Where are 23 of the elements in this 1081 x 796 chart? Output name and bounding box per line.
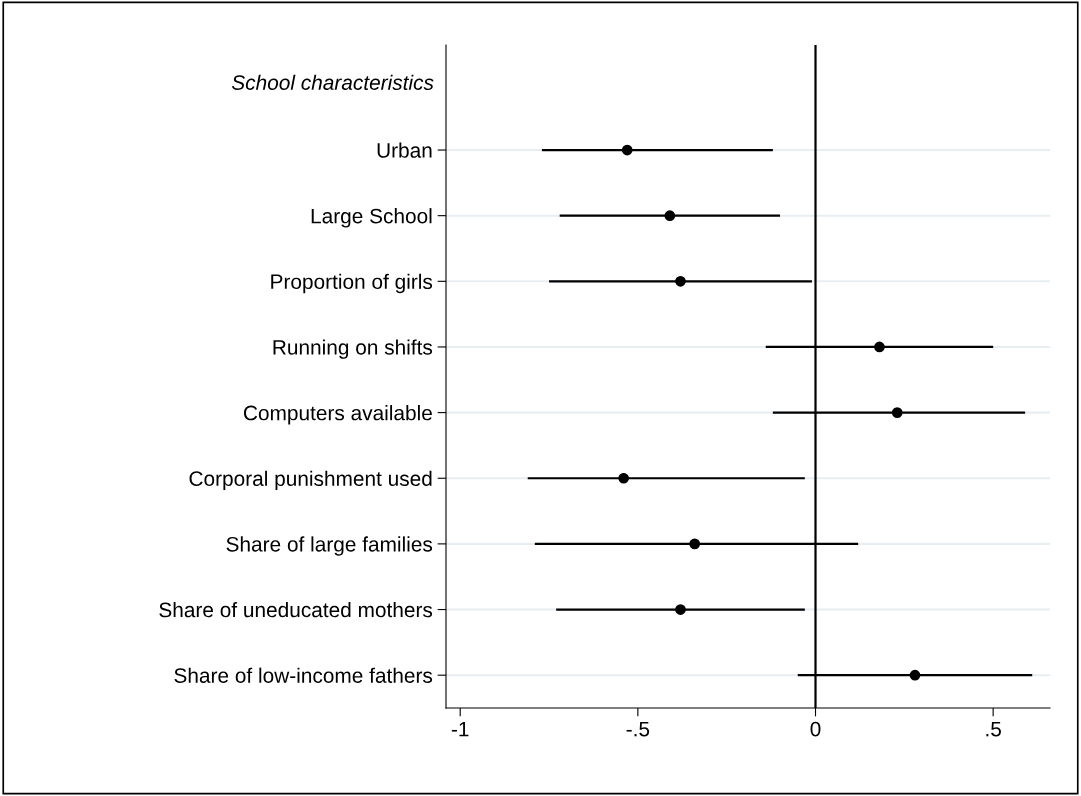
y-tick-label: Corporal punishment used <box>189 470 432 491</box>
point <box>675 275 686 287</box>
y-tick-label: Large School <box>311 208 432 228</box>
x-tick-label: -.5 <box>626 721 650 737</box>
point <box>874 341 885 353</box>
y-tick-label: Proportion of girls <box>271 273 433 294</box>
point <box>891 407 903 418</box>
x-tick-label: 0 <box>810 721 821 737</box>
y-tick-label: Share of large families <box>226 536 433 556</box>
x-tick-label: .5 <box>986 721 1001 737</box>
point <box>664 210 676 222</box>
x-tick-label: -1 <box>451 721 469 737</box>
point <box>621 144 633 156</box>
point <box>618 472 630 484</box>
y-tick-label: Computers available <box>243 405 432 425</box>
y-tick-label: Urban <box>377 142 432 158</box>
y-tick-label: Share of low-income fathers <box>174 667 433 683</box>
point <box>689 538 701 550</box>
text: School characteristics <box>231 74 434 90</box>
y-tick-label: Running on shifts <box>273 339 433 359</box>
y-tick-label: Share of uneducated mothers <box>159 601 433 618</box>
point <box>675 604 686 615</box>
point <box>909 669 921 681</box>
